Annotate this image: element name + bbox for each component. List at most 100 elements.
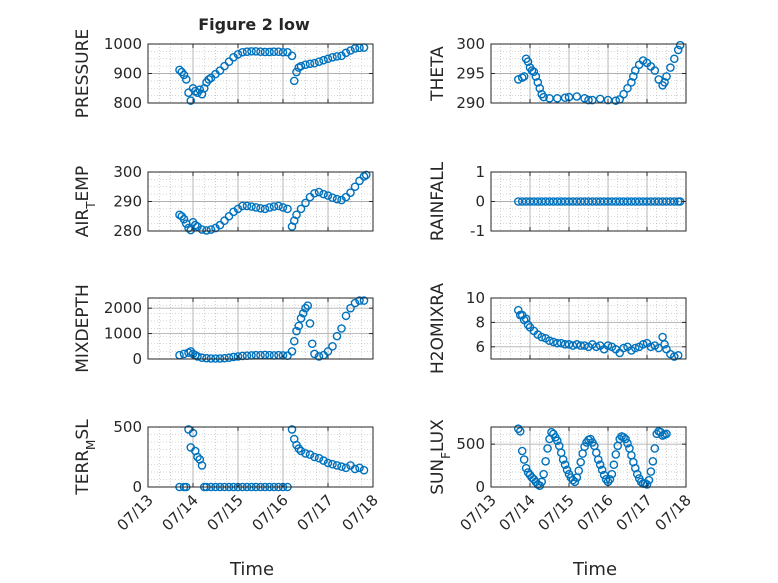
data-point	[179, 70, 189, 80]
data-point	[260, 204, 270, 214]
data-point	[539, 469, 548, 479]
x-tick-label: 07/14	[496, 491, 539, 534]
data-point	[670, 54, 679, 64]
subplot-pressure: 800 900 1000 PRESSURE	[73, 29, 374, 118]
y-tick-label: 0	[475, 478, 485, 496]
data-point	[328, 52, 337, 62]
data-point	[224, 211, 234, 221]
data-point	[350, 44, 360, 53]
data-point	[269, 202, 279, 211]
data-point	[350, 464, 360, 474]
data-point	[675, 40, 685, 50]
data-point	[215, 66, 225, 75]
x-axis-label-right: Time	[572, 559, 617, 580]
data-point	[584, 95, 593, 105]
data-point	[562, 465, 572, 475]
data-point	[233, 352, 243, 361]
data-point	[307, 339, 317, 349]
data-point	[314, 453, 324, 463]
y-tick-label: 290	[113, 193, 142, 211]
subplot-terr-msl: 0 500 07/13 07/14 07/15 07/16 07/17 07/18 TERRMS…	[73, 418, 382, 534]
data-point	[560, 93, 570, 102]
data-point	[346, 46, 355, 55]
data-point	[265, 47, 274, 57]
data-point	[296, 314, 306, 323]
data-point	[541, 456, 550, 466]
subplot-theta: 290 295 300 THETA	[428, 35, 687, 112]
x-tick-label: 07/13	[457, 491, 500, 534]
data-point	[580, 93, 589, 103]
x-axis-label-left: Time	[229, 559, 274, 580]
data-point	[603, 341, 613, 350]
data-point	[523, 57, 533, 67]
data-point	[303, 301, 313, 310]
data-point	[355, 296, 364, 305]
data-point	[660, 78, 669, 87]
data-point	[574, 466, 584, 476]
data-point	[549, 337, 558, 347]
data-point	[310, 188, 319, 198]
subplot-rainfall: -1 0 1 RAINFALL	[428, 161, 687, 241]
data-point	[233, 50, 243, 59]
data-point	[660, 340, 669, 349]
data-point	[337, 324, 346, 333]
y-tick-label: 800	[113, 94, 142, 112]
data-point	[341, 311, 351, 321]
subplot-air-temp: 280 290 300 AIRTEMP	[73, 163, 374, 240]
data-point	[517, 446, 527, 456]
data-point	[175, 65, 184, 75]
data-point	[580, 442, 589, 452]
data-point	[623, 83, 632, 93]
series	[514, 40, 685, 105]
data-point	[229, 352, 238, 362]
data-point	[629, 72, 638, 81]
data-point	[323, 458, 333, 468]
data-point	[631, 343, 640, 353]
y-axis-label: PRESSURE	[73, 29, 93, 118]
data-point	[337, 462, 346, 471]
data-point	[242, 201, 252, 211]
data-point	[558, 455, 568, 464]
data-point	[580, 341, 589, 350]
y-tick-label: 290	[456, 94, 485, 112]
data-point	[545, 336, 554, 346]
x-tick-label: 07/17	[294, 491, 337, 534]
x-tick-label: 07/18	[339, 491, 382, 534]
y-tick-label: 1000	[104, 325, 142, 343]
x-tick-label: 07/18	[652, 491, 695, 534]
data-point	[184, 223, 193, 233]
data-point	[328, 193, 337, 202]
data-point	[595, 94, 605, 104]
data-point	[533, 78, 543, 87]
x-tick-label: 07/17	[613, 491, 656, 534]
data-point	[350, 298, 360, 308]
series	[514, 424, 671, 491]
y-tick-label: 900	[113, 65, 142, 83]
data-point	[296, 446, 306, 456]
data-point	[206, 225, 216, 234]
data-point	[301, 303, 310, 313]
data-point	[662, 429, 671, 439]
data-point	[646, 467, 656, 476]
data-point	[197, 225, 207, 234]
axes-frame	[490, 426, 687, 488]
data-point	[515, 426, 525, 436]
series	[514, 197, 685, 206]
data-point	[220, 353, 229, 363]
data-point	[346, 303, 355, 313]
data-point	[556, 338, 566, 348]
subplot-h2omixra: 6 8 10 H2OMIXRA	[428, 283, 687, 374]
grid	[147, 297, 374, 360]
data-point	[220, 61, 229, 71]
x-tick-label: 07/16	[249, 491, 292, 534]
data-point	[553, 338, 562, 348]
data-point	[359, 465, 369, 475]
data-point	[597, 465, 607, 475]
data-point	[215, 220, 225, 230]
data-point	[283, 204, 292, 214]
data-point	[531, 72, 541, 81]
y-tick-label: 500	[456, 435, 485, 453]
data-point	[287, 51, 297, 61]
series	[514, 305, 683, 361]
data-point	[355, 463, 364, 473]
